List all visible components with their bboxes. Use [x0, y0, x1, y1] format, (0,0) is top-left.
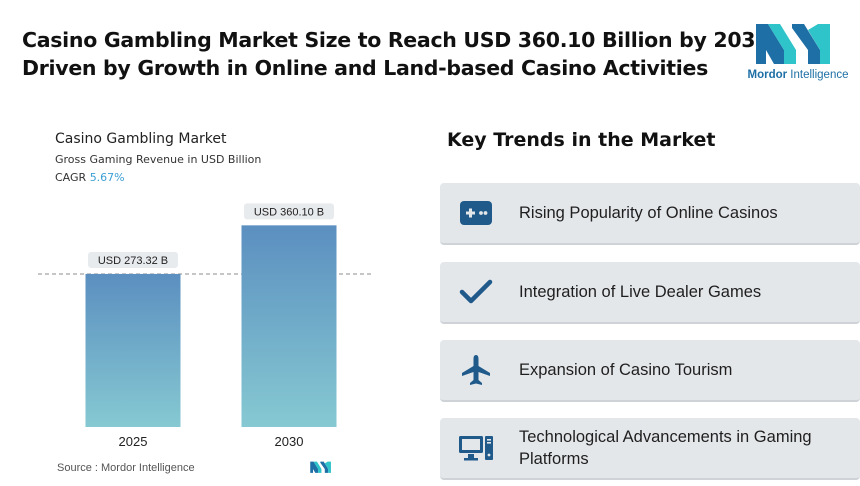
- trends-title: Key Trends in the Market: [447, 129, 716, 151]
- data-label-2030: USD 360.10 B: [254, 206, 324, 218]
- trend-label: Integration of Live Dealer Games: [519, 283, 762, 301]
- bar-2030: [241, 225, 337, 427]
- trend-card-online-casinos: Rising Popularity of Online Casinos: [440, 183, 860, 245]
- source-note: Source : Mordor Intelligence: [57, 462, 195, 474]
- trend-label: Rising Popularity of Online Casinos: [519, 204, 778, 222]
- trend-card-tech-advancements: Technological Advancements in Gaming Pla…: [440, 418, 860, 480]
- bar-chart: USD 273.32 B 2025 USD 360.10 B 2030: [38, 203, 372, 449]
- x-tick-label-2030: 2030: [275, 434, 304, 449]
- trend-label: Expansion of Casino Tourism: [519, 361, 733, 379]
- title-line-2: Driven by Growth in Online and Land-base…: [22, 56, 709, 80]
- data-label-bg-2025: [88, 251, 178, 268]
- cagr-label: CAGR: [55, 171, 87, 184]
- checkmark-icon: [458, 274, 494, 310]
- cagr-line: CAGR 5.67%: [55, 171, 125, 184]
- trend-card-live-dealer: Integration of Live Dealer Games: [440, 262, 860, 324]
- data-label-bg-2030: [244, 203, 334, 220]
- brand-mark-icon: [756, 24, 830, 64]
- x-tick-label-2025: 2025: [119, 434, 148, 449]
- source-logo-icon: [308, 460, 336, 479]
- chart-subtitle: Gross Gaming Revenue in USD Billion: [55, 153, 262, 166]
- chart-title: Casino Gambling Market: [55, 131, 227, 147]
- trend-label: Technological Advancements in Gaming Pla…: [519, 428, 812, 468]
- bar-2025: [85, 273, 181, 427]
- title-line-1: Casino Gambling Market Size to Reach USD…: [22, 28, 777, 52]
- airplane-icon: [458, 352, 494, 388]
- computer-icon: [458, 430, 494, 466]
- gamepad-icon: [458, 195, 494, 231]
- page-title: Casino Gambling Market Size to Reach USD…: [22, 26, 777, 82]
- mordor-intelligence-logo: Mordor Intelligence: [748, 20, 848, 86]
- brand-wordmark: Mordor Intelligence: [747, 69, 849, 81]
- trend-card-casino-tourism: Expansion of Casino Tourism: [440, 340, 860, 402]
- cagr-value: 5.67%: [89, 171, 125, 184]
- data-label-2025: USD 273.32 B: [98, 255, 168, 267]
